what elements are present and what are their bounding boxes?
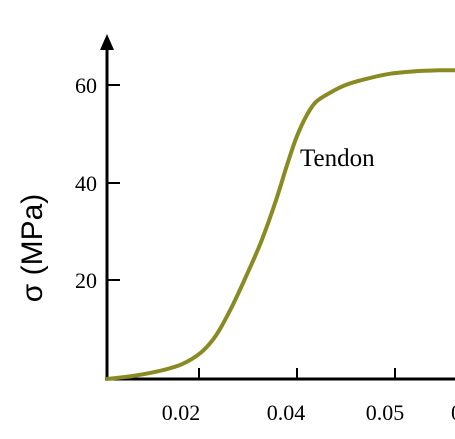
x-tick-label-004: 0.04 [267,400,306,425]
y-axis-label: σ (MPa) [16,194,49,303]
x-tick-label-clipped: 0 [451,400,455,425]
y-tick-label-60: 60 [75,73,97,98]
x-tick-label-005: 0.05 [366,400,405,425]
tendon-annotation: Tendon [300,145,375,172]
y-tick-label-20: 20 [75,268,97,293]
stress-strain-curve [105,68,455,381]
y-tick-label-40: 40 [75,171,97,196]
y-axis-arrow [100,34,114,50]
x-tick-label-002: 0.02 [162,400,201,425]
